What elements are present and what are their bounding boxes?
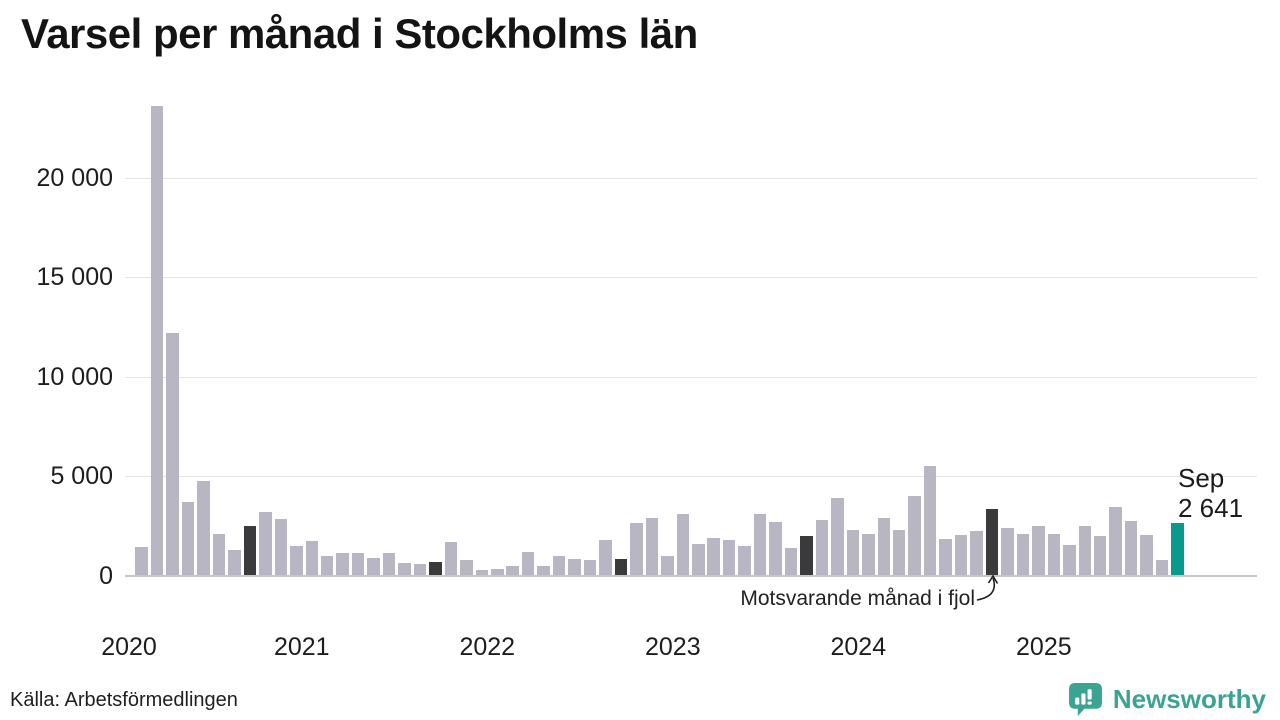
bar-apr-2024 xyxy=(908,496,921,575)
bar-mar-2023 xyxy=(707,538,720,575)
bar-jul-2025 xyxy=(1140,535,1153,575)
bar-apr-2023 xyxy=(722,540,736,575)
bar-nov-2023 xyxy=(831,498,844,575)
x-axis-year-label-2020: 2020 xyxy=(101,633,157,661)
bar-aug-2022 xyxy=(599,540,612,575)
bar-mar-2025 xyxy=(1078,526,1091,575)
bar-feb-2022 xyxy=(506,566,519,575)
bar-jun-2024 xyxy=(939,539,952,575)
bar-okt-2021 xyxy=(444,542,458,575)
x-axis-year-label-2023: 2023 xyxy=(644,633,701,661)
newsworthy-logo: Newsworthy xyxy=(1067,681,1266,718)
bar-dec-2020 xyxy=(290,546,303,575)
bar-apr-2022 xyxy=(537,566,550,575)
bar-sep-2025 xyxy=(1171,523,1184,575)
x-axis-year-label-2022: 2022 xyxy=(459,633,516,661)
y-axis-tick-label: 15 000 xyxy=(36,263,113,292)
gridline xyxy=(125,476,1257,478)
gridline xyxy=(125,277,1257,279)
bar-jun-2025 xyxy=(1124,521,1138,575)
bar-maj-2020 xyxy=(181,502,195,575)
bar-aug-2023 xyxy=(784,548,798,575)
bar-feb-2020 xyxy=(135,547,148,575)
highlight-month-text: Sep xyxy=(1178,463,1225,493)
bar-jan-2025 xyxy=(1047,534,1061,575)
bar-apr-2021 xyxy=(351,553,365,575)
bar-mar-2021 xyxy=(336,553,349,575)
bar-okt-2022 xyxy=(630,523,643,575)
bar-nov-2022 xyxy=(645,518,659,575)
bar-apr-2020 xyxy=(166,332,179,575)
source-attribution: Källa: Arbetsförmedlingen xyxy=(10,689,238,711)
bar-jul-2020 xyxy=(212,534,226,575)
bar-jul-2022 xyxy=(583,560,597,575)
x-axis-year-label-2021: 2021 xyxy=(273,633,330,661)
bar-mar-2022 xyxy=(521,552,535,575)
bar-maj-2021 xyxy=(367,558,380,575)
gridline xyxy=(125,177,1257,179)
x-axis-year-label-2025: 2025 xyxy=(1016,633,1072,661)
bar-feb-2025 xyxy=(1063,545,1076,575)
y-axis-tick-label: 5 000 xyxy=(50,462,113,491)
bar-jan-2022 xyxy=(491,568,504,575)
bar-sep-2022 xyxy=(614,559,628,575)
bar-feb-2024 xyxy=(877,518,891,575)
bar-maj-2022 xyxy=(552,556,566,575)
x-axis-year-label-2024: 2024 xyxy=(830,633,887,661)
bar-aug-2020 xyxy=(228,550,241,575)
gridline xyxy=(125,376,1257,378)
bar-apr-2025 xyxy=(1093,536,1107,575)
bar-aug-2021 xyxy=(413,564,427,575)
highlight-number-text: 2 641 xyxy=(1178,493,1244,523)
bar-aug-2025 xyxy=(1155,560,1169,575)
annotation-arrow-icon xyxy=(976,574,999,601)
bar-jun-2021 xyxy=(382,553,396,575)
bar-jun-2022 xyxy=(568,559,581,575)
y-axis-tick-label: 10 000 xyxy=(36,362,113,391)
bar-nov-2021 xyxy=(460,560,473,575)
bar-dec-2021 xyxy=(475,570,489,575)
bar-okt-2020 xyxy=(259,512,272,575)
bar-okt-2023 xyxy=(815,520,829,575)
page-title: Varsel per månad i Stockholms län xyxy=(21,10,698,57)
bar-jun-2020 xyxy=(197,481,210,575)
bar-jan-2021 xyxy=(305,541,318,575)
bar-nov-2024 xyxy=(1016,534,1030,575)
bar-jul-2024 xyxy=(954,535,968,575)
bar-sep-2024 xyxy=(985,509,999,575)
x-axis-line xyxy=(125,575,1257,577)
highlight-value-label: Sep 2 641 xyxy=(1178,463,1243,523)
newsworthy-logo-text: Newsworthy xyxy=(1112,684,1266,714)
bar-maj-2023 xyxy=(738,546,751,575)
bar-jan-2023 xyxy=(676,514,690,575)
annotation-text: Motsvarande månad i fjol xyxy=(740,587,975,610)
y-axis-tick-label: 20 000 xyxy=(36,163,113,192)
bar-dec-2024 xyxy=(1032,526,1045,575)
bar-maj-2024 xyxy=(923,466,937,575)
bar-maj-2025 xyxy=(1109,507,1122,575)
bar-nov-2020 xyxy=(274,519,288,575)
bar-dec-2023 xyxy=(846,530,860,575)
bar-jul-2021 xyxy=(398,563,411,575)
bar-sep-2023 xyxy=(800,536,813,575)
bar-sep-2020 xyxy=(243,526,257,575)
bar-mar-2020 xyxy=(150,105,164,575)
bar-aug-2024 xyxy=(970,531,983,575)
bar-jul-2023 xyxy=(769,522,782,575)
bar-okt-2024 xyxy=(1001,528,1014,575)
bar-jun-2023 xyxy=(753,514,767,575)
bar-jan-2024 xyxy=(862,534,875,575)
bar-dec-2022 xyxy=(661,556,674,575)
newsworthy-logo-icon xyxy=(1068,683,1102,716)
bar-feb-2021 xyxy=(320,556,334,575)
y-axis-tick-label: 0 xyxy=(99,562,113,590)
bar-sep-2021 xyxy=(429,562,442,575)
bar-mar-2024 xyxy=(892,530,906,575)
bar-feb-2023 xyxy=(692,544,705,575)
